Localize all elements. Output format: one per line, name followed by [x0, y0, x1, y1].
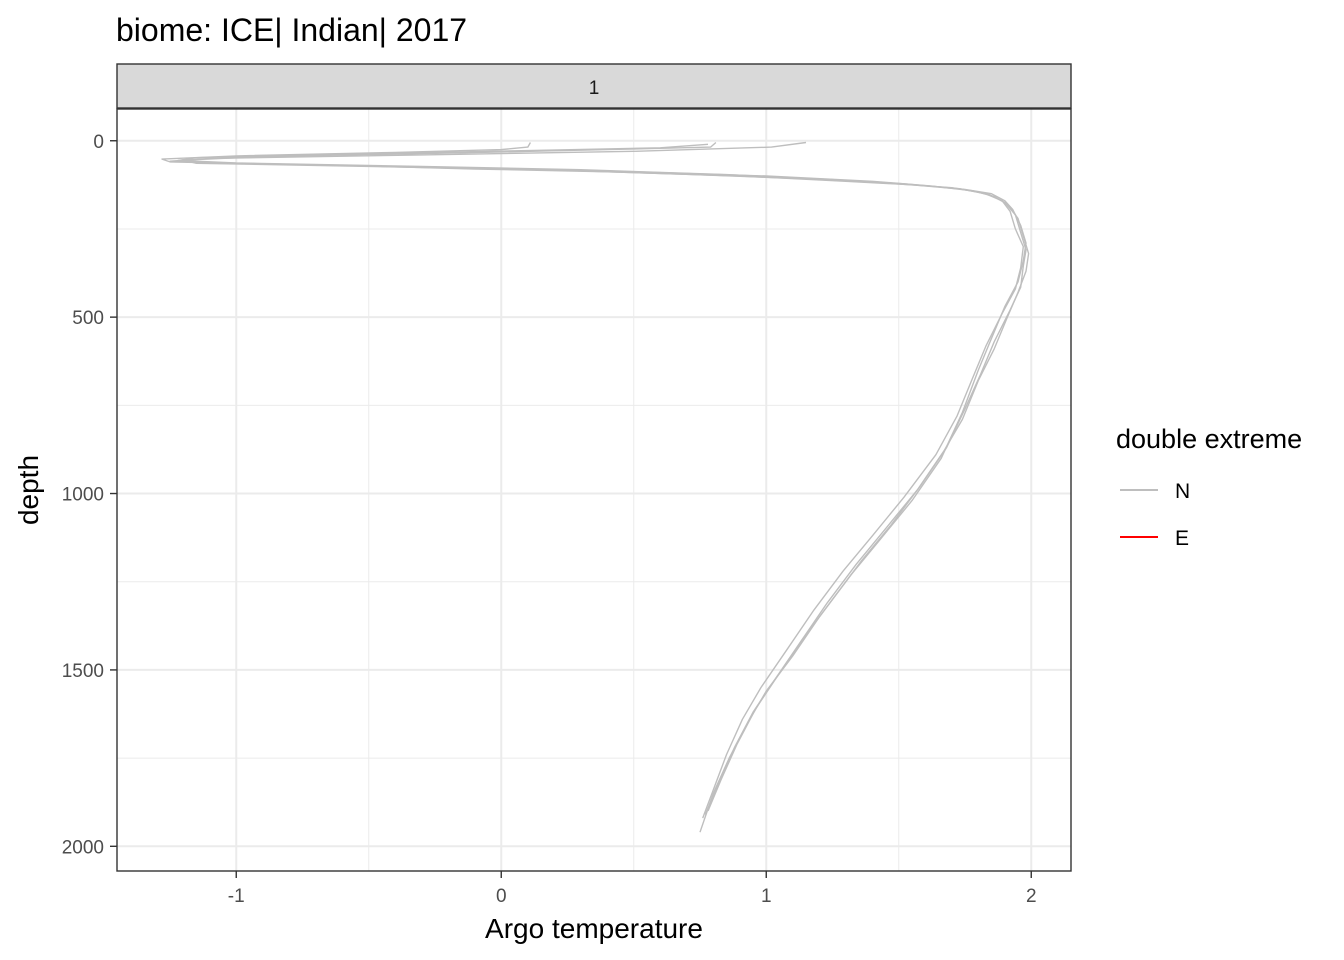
- y-tick-label: 1500: [62, 661, 104, 682]
- series-layer: [161, 141, 1030, 833]
- y-tick-label: 1000: [62, 485, 104, 506]
- y-tick-label: 2000: [62, 837, 104, 858]
- legend-title: double extreme: [1116, 424, 1302, 454]
- grid-major: [117, 109, 1071, 871]
- x-tick-label: 2: [1026, 886, 1037, 907]
- x-tick-label: 0: [496, 886, 507, 907]
- y-axis-title: depth: [13, 455, 44, 525]
- chart-title: biome: ICE| Indian| 2017: [116, 12, 467, 48]
- y-tick-label: 0: [93, 132, 104, 153]
- profile-line-4: [177, 143, 1027, 812]
- grid-minor: [117, 109, 1071, 871]
- x-axis-title: Argo temperature: [485, 913, 703, 944]
- panel-border: [116, 108, 1072, 872]
- x-tick-label: 1: [761, 886, 772, 907]
- y-tick-label: 500: [72, 308, 104, 329]
- legend-label-n: N: [1175, 480, 1190, 503]
- facet-label: 1: [589, 78, 600, 99]
- facet-strip: [116, 63, 1072, 109]
- x-tick-label: -1: [228, 886, 245, 907]
- legend-label-e: E: [1175, 527, 1189, 550]
- y-axis: 0 500 1000 1500 2000: [62, 132, 117, 858]
- plot-panel: [117, 109, 1071, 871]
- x-axis: -1 0 1 2: [228, 871, 1037, 907]
